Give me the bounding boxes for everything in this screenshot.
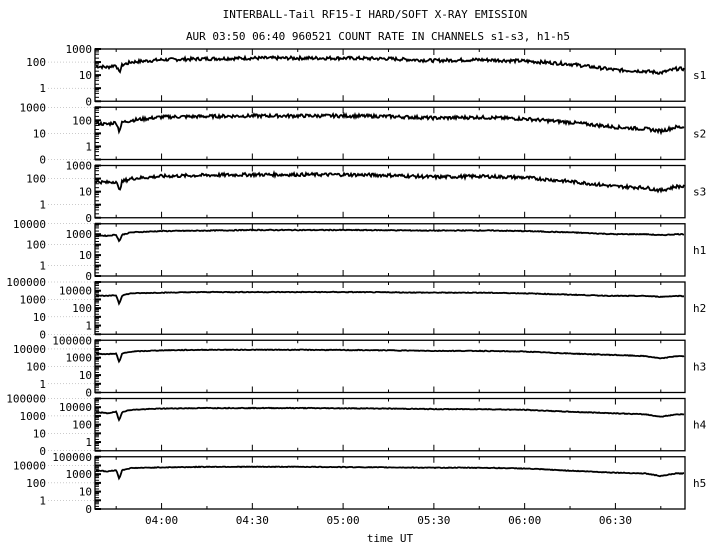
- channel-label-h3: h3: [693, 360, 706, 373]
- y-tick-label: 0: [39, 154, 46, 167]
- panel-frame: [94, 223, 686, 277]
- y-tick-label: 10: [79, 186, 92, 199]
- y-tick-label: 10: [79, 69, 92, 82]
- y-tick-label: 10000: [13, 343, 46, 356]
- y-tick-label: 10: [79, 249, 92, 262]
- y-tick-label: 100000: [52, 451, 92, 464]
- x-axis-label: time UT: [367, 532, 414, 545]
- panel-frame: [94, 48, 686, 102]
- y-tick-label: 10: [79, 369, 92, 382]
- y-tick-label: 10000: [13, 218, 46, 231]
- y-tick-label: 10000: [13, 459, 46, 472]
- series-line-s2: [95, 111, 685, 136]
- y-tick-label: 100: [72, 114, 92, 127]
- y-tick-label: 1000: [20, 293, 47, 306]
- y-tick-label: 0: [85, 270, 92, 283]
- x-tick-label: 04:00: [145, 514, 178, 527]
- y-tick-label: 100000: [52, 334, 92, 347]
- y-tick-label: 1: [39, 199, 46, 212]
- y-tick-label: 100: [26, 360, 46, 373]
- y-tick-label: 1: [85, 436, 92, 449]
- y-tick-label: 0: [85, 503, 92, 516]
- channel-label-s2: s2: [693, 127, 706, 140]
- y-tick-label: 1000: [66, 43, 93, 56]
- y-tick-label: 10: [79, 486, 92, 499]
- x-tick-label: 06:00: [508, 514, 541, 527]
- channel-label-h1: h1: [693, 244, 706, 257]
- y-tick-label: 100: [26, 56, 46, 69]
- y-tick-label: 100: [26, 173, 46, 186]
- y-tick-label: 100000: [6, 276, 46, 289]
- x-tick-label: 05:00: [327, 514, 360, 527]
- y-tick-label: 1: [85, 320, 92, 333]
- channel-label-h5: h5: [693, 477, 706, 490]
- y-tick-label: 0: [85, 387, 92, 400]
- panel-frame: [94, 456, 686, 510]
- y-tick-label: 0: [85, 212, 92, 225]
- channel-label-s3: s3: [693, 186, 706, 199]
- x-tick-label: 05:30: [417, 514, 450, 527]
- y-tick-label: 100: [72, 302, 92, 315]
- y-tick-label: 0: [39, 445, 46, 458]
- y-tick-label: 10000: [59, 401, 92, 414]
- series-line-h4: [95, 406, 685, 423]
- panel-frame: [94, 339, 686, 394]
- channel-label-h4: h4: [693, 419, 707, 432]
- y-tick-label: 1000: [66, 468, 93, 481]
- y-tick-label: 1000: [20, 410, 47, 423]
- series-line-s1: [95, 54, 685, 76]
- y-tick-label: 100: [26, 477, 46, 490]
- y-tick-label: 1: [85, 140, 92, 153]
- y-tick-label: 1: [39, 260, 46, 273]
- y-tick-label: 100: [72, 419, 92, 432]
- y-tick-label: 10: [33, 311, 46, 324]
- series-line-h1: [95, 228, 685, 243]
- panel-frame: [94, 281, 686, 335]
- y-tick-label: 10000: [59, 285, 92, 298]
- chart-title: INTERBALL-Tail RF15-I HARD/SOFT X-RAY EM…: [223, 8, 528, 21]
- y-tick-label: 1000: [66, 160, 93, 173]
- y-tick-label: 1000: [20, 101, 47, 114]
- y-tick-label: 1000: [66, 228, 93, 241]
- y-tick-label: 1: [39, 82, 46, 95]
- y-tick-label: 1000: [66, 352, 93, 365]
- y-tick-label: 0: [85, 95, 92, 108]
- y-tick-label: 100000: [6, 393, 46, 406]
- y-tick-label: 0: [39, 328, 46, 341]
- x-tick-label: 04:30: [236, 514, 269, 527]
- y-tick-label: 10: [33, 127, 46, 140]
- series-line-h5: [96, 465, 684, 481]
- y-tick-label: 100: [26, 239, 46, 252]
- series-line-s3: [95, 169, 685, 194]
- channel-label-s1: s1: [693, 69, 706, 82]
- panel-frame: [94, 397, 686, 452]
- x-tick-label: 06:30: [599, 514, 632, 527]
- y-tick-label: 10: [33, 427, 46, 440]
- channel-label-h2: h2: [693, 302, 706, 315]
- series-line-h2: [95, 290, 684, 306]
- y-tick-label: 1: [39, 494, 46, 507]
- chart-subtitle: AUR 03:50 06:40 960521 COUNT RATE IN CHA…: [186, 30, 570, 43]
- series-line-h3: [95, 348, 685, 364]
- y-tick-label: 1: [39, 378, 46, 391]
